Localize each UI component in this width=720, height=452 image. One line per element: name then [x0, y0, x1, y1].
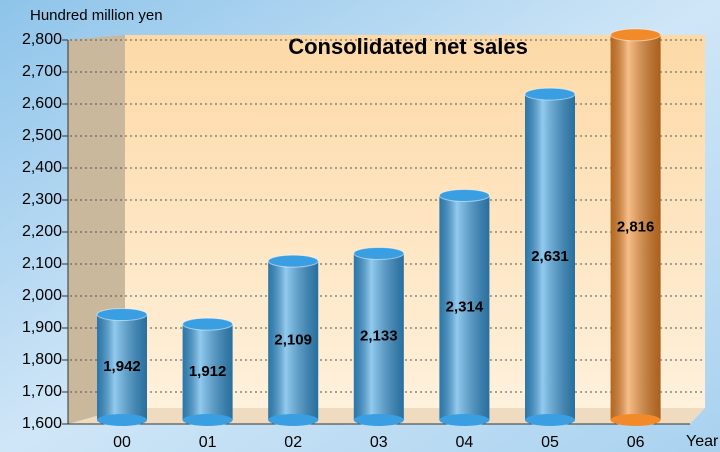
y-tick-label: 1,800 [22, 351, 62, 368]
y-tick-label: 2,600 [22, 95, 62, 112]
x-tick-label: 05 [541, 434, 559, 451]
bar-cap [525, 88, 575, 100]
y-tick-label: 2,000 [22, 287, 62, 304]
value-label: 1,942 [103, 358, 141, 375]
value-label: 2,109 [274, 332, 312, 349]
x-tick-label: 03 [370, 434, 388, 451]
bar-bottom [611, 414, 661, 426]
y-tick-label: 2,200 [22, 223, 62, 240]
bar-bottom [439, 414, 489, 426]
bar-bottom [525, 414, 575, 426]
y-tick-label: 1,700 [22, 383, 62, 400]
bar-cap [268, 255, 318, 267]
x-axis-label: Year [686, 433, 719, 450]
x-tick-label: 00 [113, 434, 131, 451]
x-tick-label: 06 [627, 434, 645, 451]
y-tick-label: 2,500 [22, 127, 62, 144]
bar-cap [183, 318, 233, 330]
value-label: 1,912 [189, 363, 227, 380]
chart-title: Consolidated net sales [288, 34, 528, 59]
bar-bottom [354, 414, 404, 426]
value-label: 2,314 [446, 299, 484, 316]
value-label: 2,816 [617, 218, 655, 235]
bar-bottom [268, 414, 318, 426]
bar-bottom [183, 414, 233, 426]
x-tick-label: 04 [456, 434, 474, 451]
chart: Hundred million yen Consolidated net sal… [0, 0, 720, 452]
y-tick-label: 2,300 [22, 191, 62, 208]
y-axis-label: Hundred million yen [30, 7, 163, 24]
bar-cap [611, 29, 661, 41]
y-tick-label: 2,700 [22, 63, 62, 80]
bar-cap [439, 190, 489, 202]
y-tick-label: 2,100 [22, 255, 62, 272]
bar-bottom [97, 414, 147, 426]
y-tick-label: 2,800 [22, 31, 62, 48]
y-tick-label: 2,400 [22, 159, 62, 176]
x-tick-label: 02 [284, 434, 302, 451]
y-tick-label: 1,600 [22, 415, 62, 432]
y-tick-label: 1,900 [22, 319, 62, 336]
x-tick-label: 01 [199, 434, 217, 451]
value-label: 2,133 [360, 328, 398, 345]
value-label: 2,631 [531, 248, 569, 265]
bar-cap [97, 309, 147, 321]
bar-cap [354, 247, 404, 259]
